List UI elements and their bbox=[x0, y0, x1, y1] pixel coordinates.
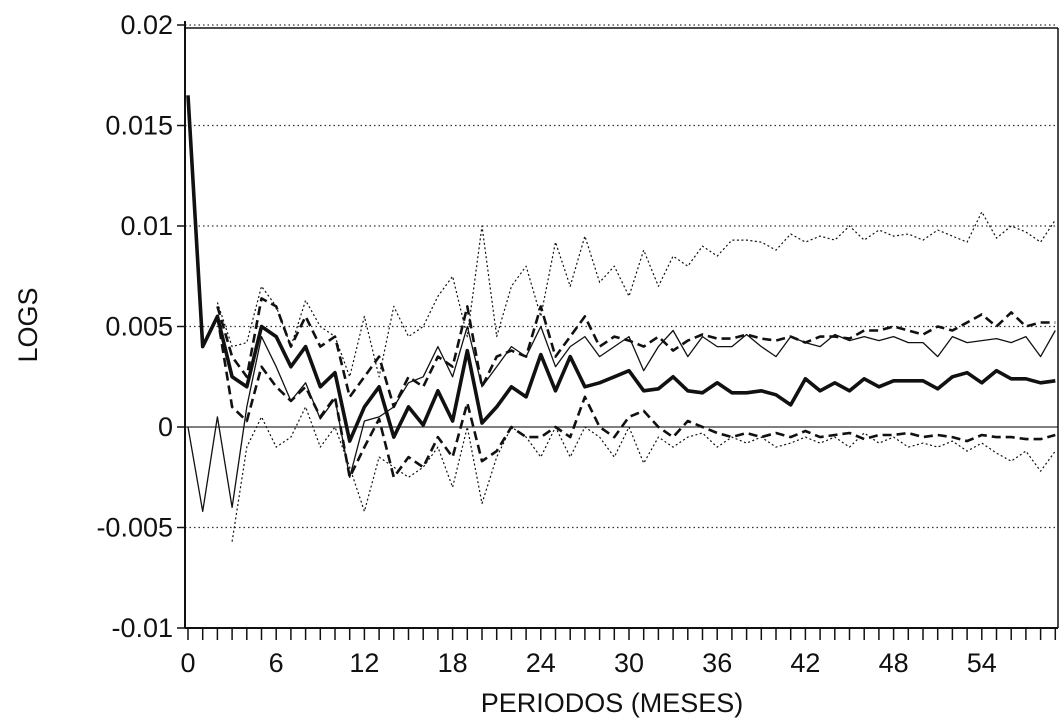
series-line-thin-solid bbox=[187, 325, 1056, 513]
series-lines bbox=[186, 95, 1056, 542]
x-tick-label: 36 bbox=[702, 648, 732, 678]
y-tick-label: 0 bbox=[158, 412, 173, 442]
series-line-dotted-upper bbox=[216, 211, 1056, 378]
x-tick-label: 18 bbox=[438, 648, 468, 678]
x-axis-label: PERIODOS (MESES) bbox=[481, 688, 744, 718]
x-tick-label: 0 bbox=[180, 648, 195, 678]
y-axis-label: LOGS bbox=[13, 287, 43, 362]
axes bbox=[177, 21, 1059, 640]
series-line-dashed-upper bbox=[216, 297, 1056, 409]
gridlines bbox=[185, 24, 1058, 529]
x-tick-label: 30 bbox=[614, 648, 644, 678]
x-tick-label: 54 bbox=[967, 648, 997, 678]
y-tick-label: 0.005 bbox=[105, 312, 173, 342]
x-tick-label: 42 bbox=[790, 648, 820, 678]
tick-labels: -0.01 -0.005 0 0.005 0.01 0.015 0.02 0 6 12 18 24 30… bbox=[96, 10, 996, 678]
x-tick-label: 24 bbox=[526, 648, 556, 678]
series-line-dashed-lower bbox=[216, 316, 1056, 479]
x-tick-label: 48 bbox=[879, 648, 909, 678]
y-tick-label: 0.015 bbox=[105, 111, 173, 141]
series-line-dotted-lower bbox=[231, 406, 1056, 542]
x-tick-label: 12 bbox=[349, 648, 379, 678]
y-tick-label: 0.02 bbox=[120, 10, 173, 40]
y-tick-label: 0.01 bbox=[120, 211, 173, 241]
series-line-thick-solid bbox=[186, 95, 1056, 443]
y-tick-label: -0.01 bbox=[111, 613, 173, 643]
x-tick-label: 6 bbox=[269, 648, 284, 678]
y-tick-label: -0.005 bbox=[96, 513, 173, 543]
